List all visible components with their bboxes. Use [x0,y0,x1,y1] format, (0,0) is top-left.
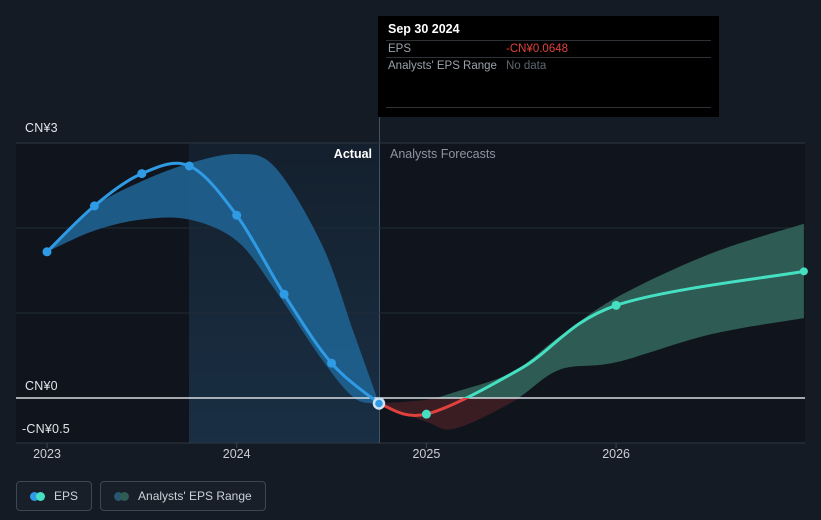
tooltip-eps-label: EPS [388,43,412,55]
legend: EPS Analysts' EPS Range [16,481,266,511]
analysts-range-legend-icon [114,491,130,501]
data-point-dots[interactable] [42,161,808,419]
tooltip: Sep 30 2024 EPS -CN¥0.0648 Analysts' EPS… [378,16,719,117]
actual-data-point-dot[interactable] [89,201,99,211]
analysts-range-band-actual [47,153,379,404]
legend-item-eps-label: EPS [54,489,79,503]
tooltip-range-value: No data [506,60,547,72]
actual-forecast-divider-line [379,16,380,443]
actual-data-point-dot[interactable] [279,289,289,299]
tooltip-eps-value: -CN¥0.0648 [506,43,569,55]
eps-actual-line [45,161,380,405]
analysts-range-band-forecast-negative [379,398,519,430]
forecast-data-point-dot[interactable] [611,300,621,310]
legend-item-eps[interactable]: EPS [16,481,93,511]
tooltip-date: Sep 30 2024 [386,16,711,41]
actual-data-point-dot[interactable] [232,210,242,220]
tooltip-footer-divider [386,107,711,108]
hovered-data-point-dot[interactable] [372,397,386,410]
eps-legend-icon [30,491,45,501]
forecast-data-point-dot[interactable] [421,409,431,419]
y-axis-label-0: CN¥0 [25,379,58,393]
tooltip-row-range: Analysts' EPS Range No data [386,58,711,74]
y-axis-label-3: CN¥3 [25,121,58,135]
actual-data-point-dot[interactable] [184,161,194,171]
x-axis-label-2024: 2024 [222,447,251,461]
legend-item-analysts-eps-range[interactable]: Analysts' EPS Range [100,481,266,511]
x-axis [16,442,805,448]
y-axis-label-neg05: -CN¥0.5 [22,422,70,436]
actual-data-point-dot[interactable] [137,169,147,179]
tooltip-range-label: Analysts' EPS Range [388,60,497,72]
x-axis-label-2026: 2026 [602,447,630,461]
eps-forecast-line-positive [462,269,805,398]
tooltip-row-eps: EPS -CN¥0.0648 [386,41,711,58]
actual-data-point-dot[interactable] [327,358,337,368]
analysts-range-band-forecast-positive [435,223,804,398]
x-axis-label-2023: 2023 [33,447,61,461]
forecast-line-end-cap [799,267,808,276]
phase-label-actual: Actual [333,147,372,161]
phase-label-forecast: Analysts Forecasts [390,147,496,161]
legend-item-range-label: Analysts' EPS Range [138,489,252,503]
actual-data-point-dot[interactable] [42,247,52,257]
x-axis-label-2025: 2025 [412,447,441,461]
